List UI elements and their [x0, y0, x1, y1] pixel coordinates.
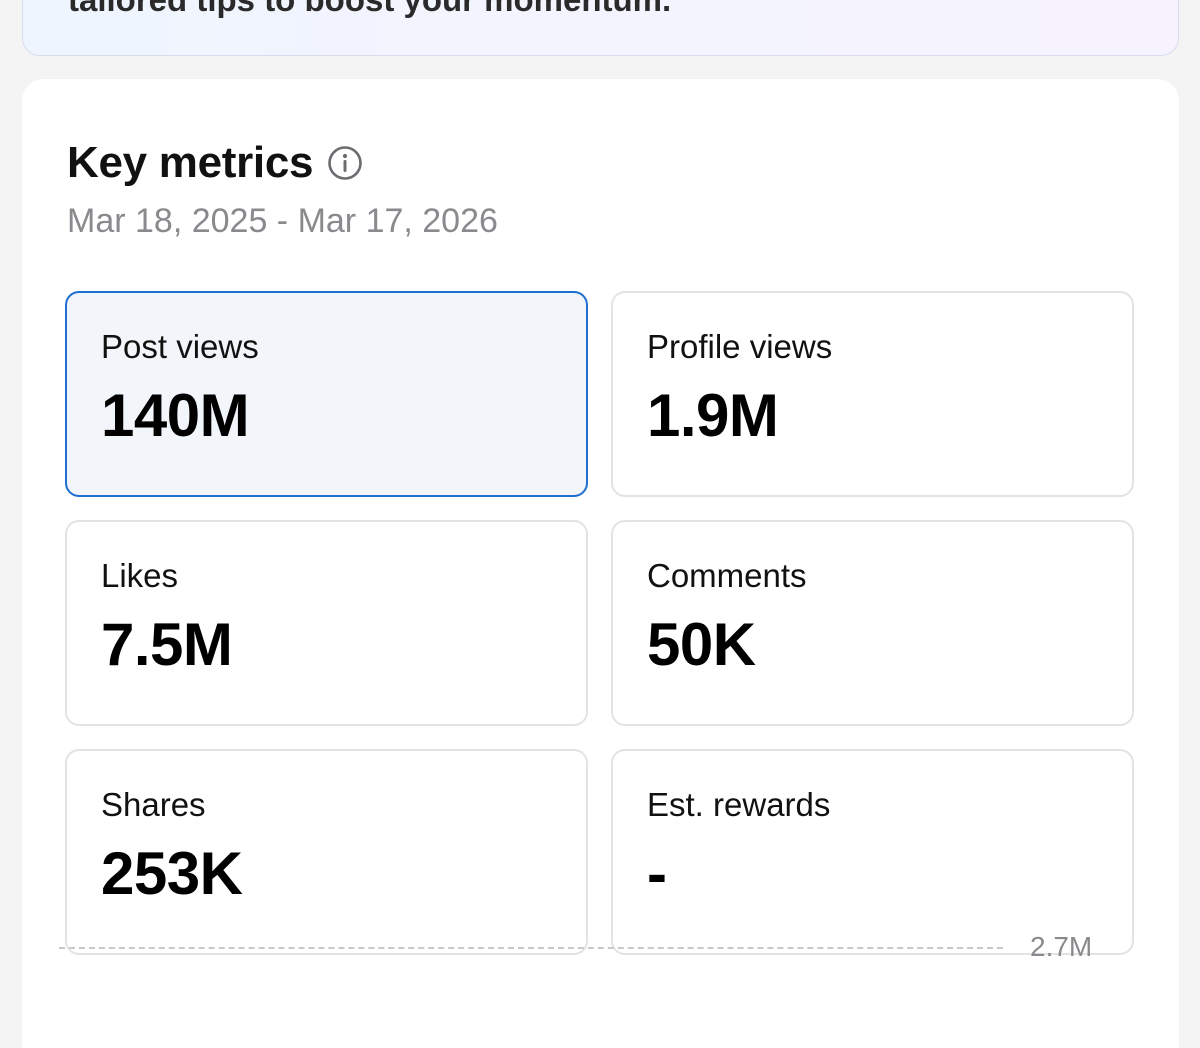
metric-value: 253K	[101, 840, 243, 907]
metric-value: -	[647, 840, 667, 907]
key-metrics-card: Key metrics Mar 18, 2025 - Mar 17, 2026 …	[22, 79, 1179, 1048]
metric-tile-comments[interactable]: Comments 50K	[611, 520, 1134, 726]
metric-value: 1.9M	[647, 382, 779, 449]
chart-gridline	[59, 947, 1003, 949]
metric-value: 7.5M	[101, 611, 233, 678]
chart-y-axis-max-label: 2.7M	[1030, 931, 1093, 962]
key-metrics-title: Key metrics	[67, 138, 314, 187]
info-icon[interactable]	[327, 145, 363, 181]
metric-label: Est. rewards	[647, 786, 831, 823]
key-metrics-header: Key metrics	[67, 139, 363, 187]
metric-label: Profile views	[647, 328, 833, 365]
metric-value: 50K	[647, 611, 756, 678]
metric-tile-profile-views[interactable]: Profile views 1.9M	[611, 291, 1134, 497]
metric-tile-est-rewards[interactable]: Est. rewards -	[611, 749, 1134, 955]
banner-text: tailored tips to boost your momentum.	[68, 0, 671, 19]
metric-label: Shares	[101, 786, 206, 823]
metric-tile-likes[interactable]: Likes 7.5M	[65, 520, 588, 726]
metric-tile-shares[interactable]: Shares 253K	[65, 749, 588, 955]
date-range[interactable]: Mar 18, 2025 - Mar 17, 2026	[67, 202, 498, 240]
metric-label: Likes	[101, 557, 179, 594]
tips-banner[interactable]: tailored tips to boost your momentum.	[22, 0, 1179, 56]
metric-value: 140M	[101, 382, 250, 449]
metric-label: Comments	[647, 557, 807, 594]
metric-label: Post views	[101, 328, 259, 365]
metric-tile-post-views[interactable]: Post views 140M	[65, 291, 588, 497]
